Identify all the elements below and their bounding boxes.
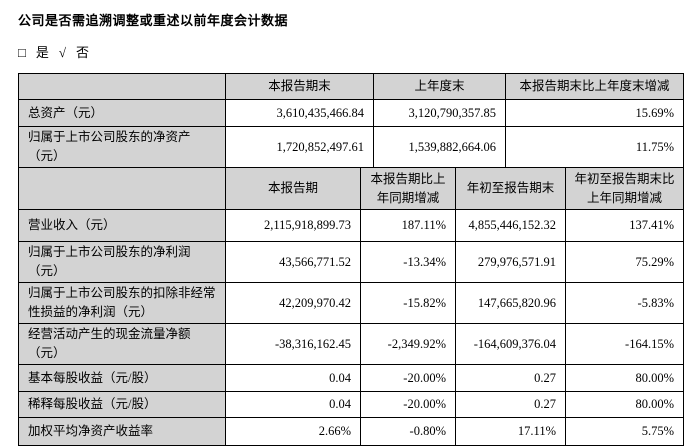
table-row: 归属于上市公司股东的净资产（元） 1,720,852,497.61 1,539,…	[18, 126, 684, 168]
column-header: 本报告期末	[225, 73, 374, 100]
cell-value: -2,349.92%	[360, 323, 456, 365]
table-header-row: 本报告期 本报告期比上年同期增减 年初至报告期末 年初至报告期末比上年同期增减	[18, 167, 684, 210]
column-header: 本报告期比上年同期增减	[360, 167, 456, 210]
cell-value: 42,209,970.42	[225, 282, 361, 324]
table-header-row: 本报告期末 上年度末 本报告期末比上年度末增减	[18, 73, 684, 100]
balance-snapshot-table: 本报告期末 上年度末 本报告期末比上年度末增减 总资产（元） 3,610,435…	[18, 73, 684, 168]
cell-value: -38,316,162.45	[225, 323, 361, 365]
cell-value: 0.27	[455, 391, 566, 418]
row-label: 归属于上市公司股东的扣除非经常性损益的净利润（元）	[18, 282, 226, 324]
table-row: 归属于上市公司股东的净利润（元） 43,566,771.52 -13.34% 2…	[18, 241, 684, 283]
cell-value: 2.66%	[225, 417, 361, 446]
cell-value: -0.80%	[360, 417, 456, 446]
cell-value: 147,665,820.96	[455, 282, 566, 324]
table-row: 营业收入（元） 2,115,918,899.73 187.11% 4,855,4…	[18, 209, 684, 242]
cell-value: 15.69%	[505, 99, 684, 127]
question-title: 公司是否需追溯调整或重述以前年度会计数据	[18, 13, 289, 28]
yes-checkbox-icon: □	[18, 45, 27, 60]
cell-value: 3,610,435,466.84	[225, 99, 374, 127]
cell-value: 1,720,852,497.61	[225, 126, 374, 168]
cell-value: 75.29%	[565, 241, 684, 283]
no-label: 否	[76, 45, 91, 60]
cell-value: 187.11%	[360, 209, 456, 242]
row-label: 稀释每股收益（元/股）	[18, 391, 226, 418]
column-header: 上年度末	[373, 73, 506, 100]
cell-value: -20.00%	[360, 364, 456, 392]
row-label: 营业收入（元）	[18, 209, 226, 242]
cell-value: -164.15%	[565, 323, 684, 365]
table-row: 总资产（元） 3,610,435,466.84 3,120,790,357.85…	[18, 99, 684, 127]
row-label: 总资产（元）	[18, 99, 226, 127]
cell-value: -15.82%	[360, 282, 456, 324]
column-header-empty	[18, 73, 226, 100]
row-label: 加权平均净资产收益率	[18, 417, 226, 446]
yes-label: 是	[35, 45, 50, 60]
table-row: 加权平均净资产收益率 2.66% -0.80% 17.11% 5.75%	[18, 417, 684, 446]
cell-value: 0.27	[455, 364, 566, 392]
cell-value: -20.00%	[360, 391, 456, 418]
cell-value: 0.04	[225, 391, 361, 418]
question-options: □ 是 √ 否	[18, 42, 683, 61]
cell-value: 279,976,571.91	[455, 241, 566, 283]
cell-value: 4,855,446,152.32	[455, 209, 566, 242]
table-row: 经营活动产生的现金流量净额（元） -38,316,162.45 -2,349.9…	[18, 323, 684, 365]
column-header: 年初至报告期末	[455, 167, 566, 210]
row-label: 归属于上市公司股东的净利润（元）	[18, 241, 226, 283]
period-performance-table: 本报告期 本报告期比上年同期增减 年初至报告期末 年初至报告期末比上年同期增减 …	[18, 167, 684, 446]
cell-value: 80.00%	[565, 364, 684, 392]
row-label: 基本每股收益（元/股）	[18, 364, 226, 392]
row-label: 经营活动产生的现金流量净额（元）	[18, 323, 226, 365]
column-header: 年初至报告期末比上年同期增减	[565, 167, 684, 210]
cell-value: 5.75%	[565, 417, 684, 446]
table-row: 稀释每股收益（元/股） 0.04 -20.00% 0.27 80.00%	[18, 391, 684, 418]
column-header-empty	[18, 167, 226, 210]
cell-value: 17.11%	[455, 417, 566, 446]
cell-value: -13.34%	[360, 241, 456, 283]
cell-value: 43,566,771.52	[225, 241, 361, 283]
cell-value: 0.04	[225, 364, 361, 392]
column-header: 本报告期	[225, 167, 361, 210]
cell-value: 3,120,790,357.85	[373, 99, 506, 127]
cell-value: -164,609,376.04	[455, 323, 566, 365]
cell-value: -5.83%	[565, 282, 684, 324]
cell-value: 2,115,918,899.73	[225, 209, 361, 242]
cell-value: 1,539,882,664.06	[373, 126, 506, 168]
table-row: 基本每股收益（元/股） 0.04 -20.00% 0.27 80.00%	[18, 364, 684, 392]
column-header: 本报告期末比上年度末增减	[505, 73, 684, 100]
table-row: 归属于上市公司股东的扣除非经常性损益的净利润（元） 42,209,970.42 …	[18, 282, 684, 324]
row-label: 归属于上市公司股东的净资产（元）	[18, 126, 226, 168]
no-checkmark-icon: √	[58, 45, 68, 60]
cell-value: 80.00%	[565, 391, 684, 418]
cell-value: 11.75%	[505, 126, 684, 168]
cell-value: 137.41%	[565, 209, 684, 242]
